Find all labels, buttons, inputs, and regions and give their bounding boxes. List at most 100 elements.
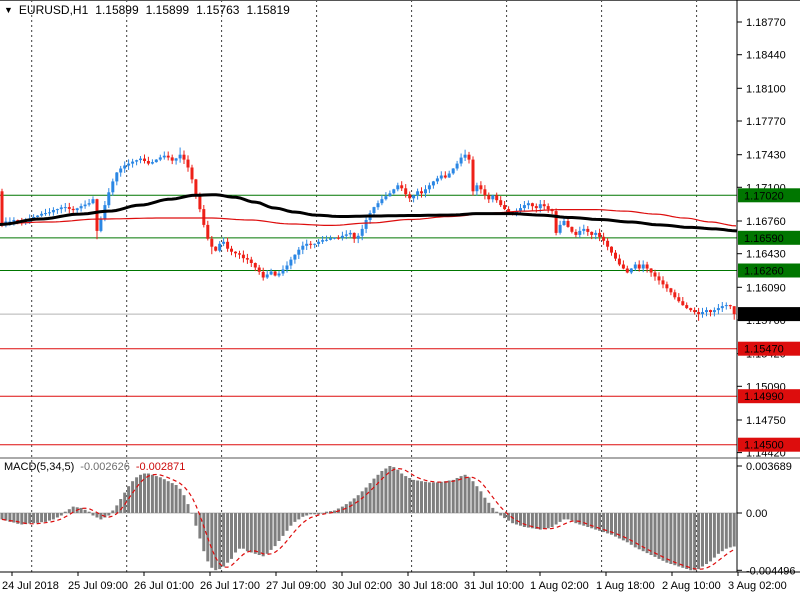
bear-candle — [146, 161, 150, 164]
price-badge-label: 1.15470 — [744, 344, 784, 356]
bull-candle — [578, 230, 582, 235]
macd-histogram-bar — [36, 513, 40, 523]
price-tick-label: 1.16760 — [746, 216, 786, 228]
bear-candle — [253, 263, 257, 268]
macd-histogram-bar — [277, 513, 281, 541]
macd-histogram-bar — [79, 507, 83, 513]
bear-candle — [479, 185, 483, 190]
bull-candle — [594, 232, 598, 235]
bear-candle — [681, 301, 685, 306]
time-axis-label: 31 Jul 10:00 — [464, 580, 524, 592]
bull-candle — [297, 249, 301, 255]
macd-histogram-bar — [364, 487, 368, 513]
bull-candle — [115, 172, 119, 182]
macd-histogram-bar — [150, 474, 154, 513]
macd-signal-value: -0.002871 — [135, 461, 186, 473]
macd-histogram-bar — [194, 513, 198, 526]
bear-candle — [570, 226, 574, 232]
macd-histogram-bar — [321, 513, 325, 514]
bull-candle — [712, 310, 716, 313]
bull-candle — [384, 196, 388, 200]
macd-histogram-bar — [44, 513, 47, 522]
bear-candle — [689, 308, 693, 311]
macd-histogram-bar — [214, 513, 218, 571]
ohlc-close: 1.15819 — [246, 3, 290, 17]
bull-candle — [36, 215, 40, 217]
bear-candle — [214, 246, 218, 251]
macd-histogram-bar — [602, 513, 606, 533]
macd-histogram-bar — [435, 482, 439, 513]
macd-histogram-bar — [621, 513, 625, 541]
macd-histogram-bar — [526, 513, 530, 528]
bear-candle — [487, 195, 491, 200]
macd-histogram-bar — [590, 513, 594, 529]
macd-histogram-bar — [574, 513, 578, 524]
bull-candle — [12, 220, 16, 222]
collapse-triangle-icon[interactable]: ▼ — [4, 5, 13, 15]
macd-histogram-bar — [135, 477, 139, 513]
macd-histogram-bar — [162, 479, 166, 513]
bear-candle — [404, 188, 408, 195]
bear-candle — [653, 272, 657, 277]
price-tick-label: 1.18440 — [746, 50, 786, 62]
bear-candle — [210, 238, 214, 247]
bear-candle — [249, 259, 253, 263]
price-badge-label: 1.17020 — [744, 190, 784, 202]
macd-histogram-bar — [558, 513, 562, 522]
macd-histogram-bar — [689, 513, 693, 571]
macd-histogram-bar — [273, 513, 277, 547]
macd-histogram-bar — [139, 474, 142, 513]
bear-candle — [261, 271, 265, 278]
macd-histogram-bar — [16, 513, 20, 524]
bull-candle — [317, 241, 321, 244]
bear-candle — [0, 191, 4, 223]
macd-histogram-bar — [12, 513, 16, 523]
bear-candle — [467, 154, 471, 160]
bull-candle — [344, 234, 348, 236]
macd-histogram-bar — [174, 485, 178, 513]
macd-histogram-bar — [550, 513, 554, 527]
macd-histogram-bar — [8, 513, 12, 522]
macd-histogram-bar — [617, 513, 621, 539]
macd-histogram-bar — [606, 513, 610, 534]
macd-histogram-bar — [348, 501, 352, 513]
macd-histogram-bar — [186, 504, 190, 513]
macd-histogram-bar — [388, 466, 392, 513]
bear-candle — [625, 268, 629, 273]
macd-histogram-bar — [728, 513, 732, 548]
macd-histogram-bar — [610, 513, 613, 535]
macd-histogram-bar — [206, 513, 210, 562]
bull-candle — [633, 264, 637, 269]
bear-candle — [621, 264, 625, 269]
macd-histogram-bar — [281, 513, 285, 536]
price-tick-label: 1.17770 — [746, 116, 786, 128]
bear-candle — [352, 232, 356, 239]
bull-candle — [281, 269, 285, 274]
time-axis-label: 27 Jul 09:00 — [266, 580, 326, 592]
bull-candle — [435, 178, 439, 182]
macd-histogram-bar — [483, 497, 487, 513]
bear-candle — [693, 310, 697, 313]
macd-histogram-bar — [51, 513, 55, 520]
bull-candle — [325, 239, 328, 241]
bull-candle — [388, 193, 392, 197]
macd-histogram-bar — [309, 513, 313, 515]
macd-histogram-bar — [404, 476, 408, 513]
bull-candle — [724, 305, 728, 307]
bull-candle — [313, 243, 317, 245]
bear-candle — [574, 231, 578, 235]
macd-histogram-bar — [645, 513, 649, 554]
bull-candle — [63, 207, 67, 209]
bull-candle — [158, 157, 162, 160]
macd-histogram-bar — [352, 498, 356, 513]
bear-candle — [637, 264, 641, 269]
bull-candle — [356, 235, 360, 239]
macd-histogram-bar — [570, 513, 574, 521]
macd-histogram-bar — [67, 509, 71, 513]
macd-histogram-bar — [522, 513, 526, 527]
bear-candle — [598, 232, 602, 237]
bull-candle — [269, 271, 273, 275]
price-level-badge-black — [738, 307, 800, 322]
bear-candle — [471, 159, 475, 192]
